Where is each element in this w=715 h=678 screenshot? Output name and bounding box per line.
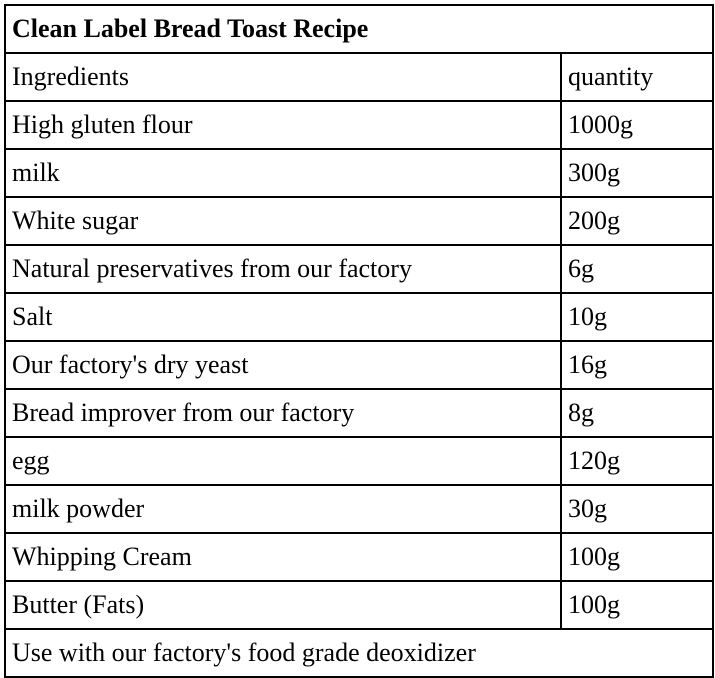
ingredient-cell: Bread improver from our factory [4,388,562,438]
footer-note: Use with our factory's food grade deoxid… [3,628,715,678]
column-header-ingredients: Ingredients [4,52,562,102]
quantity-cell: 16g [559,340,715,390]
quantity-cell: 300g [559,148,715,198]
ingredient-cell: Natural preservatives from our factory [4,244,562,294]
table-row: High gluten flour 1000g [4,100,715,150]
header-row: Ingredients quantity [4,52,715,102]
ingredient-cell: High gluten flour [4,100,562,150]
ingredient-cell: milk [4,148,562,198]
table-row: milk 300g [4,148,715,198]
quantity-cell: 120g [559,436,715,486]
table-row: Whipping Cream 100g [4,532,715,582]
quantity-cell: 100g [559,580,715,630]
quantity-cell: 100g [559,532,715,582]
table-row: White sugar 200g [4,196,715,246]
ingredient-cell: Our factory's dry yeast [4,340,562,390]
recipe-page: Clean Label Bread Toast Recipe Ingredien… [3,4,715,678]
ingredient-cell: Butter (Fats) [4,580,562,630]
table-row: egg 120g [4,436,715,486]
quantity-cell: 8g [559,388,715,438]
column-header-quantity: quantity [559,52,715,102]
page-title: Clean Label Bread Toast Recipe [3,4,715,54]
ingredient-cell: Salt [4,292,562,342]
quantity-cell: 10g [559,292,715,342]
table-row: Bread improver from our factory 8g [4,388,715,438]
title-row: Clean Label Bread Toast Recipe [3,4,715,54]
footer-row: Use with our factory's food grade deoxid… [3,628,715,678]
quantity-cell: 30g [559,484,715,534]
recipe-table: Clean Label Bread Toast Recipe Ingredien… [3,4,715,678]
table-row: Our factory's dry yeast 16g [4,340,715,390]
quantity-cell: 1000g [559,100,715,150]
table-row: Natural preservatives from our factory 6… [4,244,715,294]
ingredient-cell: milk powder [4,484,562,534]
ingredient-cell: Whipping Cream [4,532,562,582]
quantity-cell: 200g [559,196,715,246]
ingredient-cell: egg [4,436,562,486]
ingredient-cell: White sugar [4,196,562,246]
quantity-cell: 6g [559,244,715,294]
table-row: milk powder 30g [4,484,715,534]
table-row: Salt 10g [4,292,715,342]
table-row: Butter (Fats) 100g [4,580,715,630]
